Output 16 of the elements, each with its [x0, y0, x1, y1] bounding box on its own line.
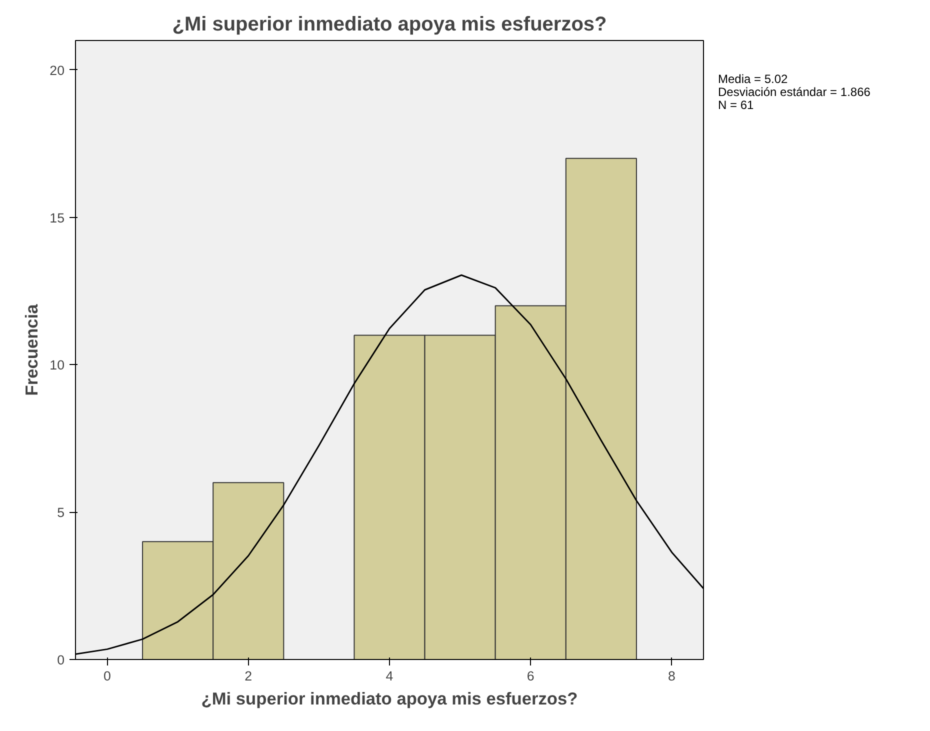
y-tick-label: 0 — [57, 652, 65, 668]
text: Desviación estándar = 1.866 — [718, 85, 870, 100]
x-tick-label: 0 — [104, 668, 111, 684]
chart-title: ¿Mi superior inmediato apoya mis esfuerzos? — [172, 14, 607, 36]
x-tick-label: 6 — [526, 668, 534, 684]
x-tick-label: 8 — [668, 668, 676, 684]
y-axis-title: Frecuencia — [22, 304, 42, 396]
text: N = 61 — [718, 98, 754, 112]
x-tick-label: 2 — [244, 668, 252, 684]
x-tick-label: 4 — [386, 668, 394, 684]
y-tick-label: 10 — [50, 358, 65, 373]
y-tick-label: 5 — [57, 505, 65, 520]
y-tick-label: 20 — [50, 62, 65, 78]
y-tick-label: 15 — [50, 210, 65, 226]
x-axis-title: ¿Mi superior inmediato apoya mis esfuerzos? — [201, 688, 578, 708]
text: Media = 5.02 — [718, 72, 788, 86]
